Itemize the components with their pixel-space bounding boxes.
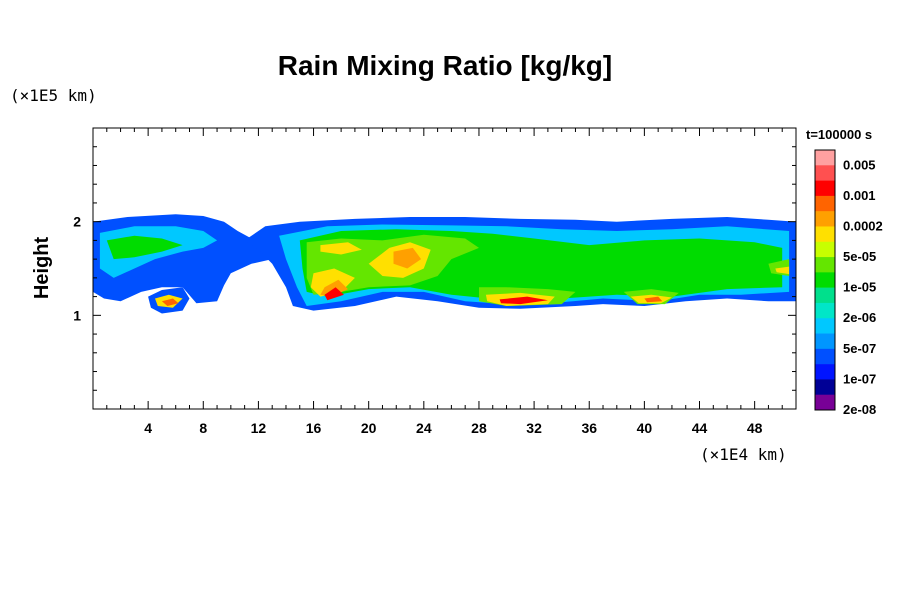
colorbar-label: 2e-08 xyxy=(843,402,876,417)
colorbar-swatch xyxy=(815,211,835,227)
colorbar-label: 0.005 xyxy=(843,157,876,172)
y-axis-label: Height xyxy=(31,237,53,300)
contour-region-6 xyxy=(106,235,183,260)
x-tick-label: 4 xyxy=(144,420,152,436)
colorbar-swatch xyxy=(815,394,835,411)
plot-area: 4 8 12 16 20 24 28 32 36 40 44 48 12 xyxy=(73,127,797,436)
contour-region-16 xyxy=(775,266,790,275)
colorbar-label: 5e-07 xyxy=(843,341,876,356)
y-tick-label: 2 xyxy=(73,214,81,230)
colorbar-frame xyxy=(814,149,836,411)
plot-frame xyxy=(92,127,797,410)
y-tick-label: 1 xyxy=(73,307,81,323)
contour-region-13 xyxy=(310,268,355,297)
contour-fill-group xyxy=(93,214,797,314)
time-label: t=100000 s xyxy=(806,127,872,142)
colorbar-swatch xyxy=(815,364,835,380)
colorbar-swatch xyxy=(815,302,835,319)
x-tick-label: 48 xyxy=(747,420,763,436)
colorbar-label: 2e-06 xyxy=(843,310,876,325)
colorbar-label: 0.0002 xyxy=(843,218,883,233)
contour-region-23 xyxy=(161,298,179,306)
x-tick-label: 12 xyxy=(251,420,267,436)
contour-region-19 xyxy=(324,287,344,301)
colorbar-swatch xyxy=(815,287,835,304)
x-unit-label: (×1E4 km) xyxy=(700,445,787,464)
colorbar-label: 5e-05 xyxy=(843,249,876,264)
x-axis: 4 8 12 16 20 24 28 32 36 40 44 48 xyxy=(106,128,783,436)
colorbar-swatch xyxy=(815,195,835,212)
x-tick-label: 40 xyxy=(637,420,653,436)
colorbar-swatch xyxy=(815,180,835,197)
x-tick-label: 28 xyxy=(471,420,487,436)
contour-region-20 xyxy=(499,296,548,305)
colorbar-label: 1e-07 xyxy=(843,371,876,386)
colorbar-swatch xyxy=(815,333,835,350)
x-tick-label: 20 xyxy=(361,420,377,436)
colorbar-label: 0.001 xyxy=(843,188,876,203)
colorbar-swatch xyxy=(815,318,835,334)
colorbar-label: 1e-05 xyxy=(843,280,876,295)
colorbar-swatch xyxy=(815,226,835,243)
contour-region-21 xyxy=(644,296,663,303)
x-tick-label: 8 xyxy=(199,420,207,436)
x-tick-label: 16 xyxy=(306,420,322,436)
contour-region-17 xyxy=(393,247,422,269)
y-unit-label: (×1E5 km) xyxy=(10,86,97,105)
contour-region-18 xyxy=(320,279,348,297)
colorbar-swatch xyxy=(815,165,835,181)
colorbar-swatch xyxy=(815,241,835,258)
colorbar-swatch xyxy=(815,272,835,288)
x-tick-label: 24 xyxy=(416,420,432,436)
colorbar-swatch xyxy=(815,150,835,166)
y-axis: 12 xyxy=(73,146,796,391)
x-tick-label: 36 xyxy=(581,420,597,436)
contour-region-11 xyxy=(320,242,362,255)
x-tick-label: 32 xyxy=(526,420,542,436)
colorbar-swatch xyxy=(815,379,835,396)
x-tick-label: 44 xyxy=(692,420,708,436)
chart-title: Rain Mixing Ratio [kg/kg] xyxy=(278,50,612,81)
colorbar-swatch xyxy=(815,348,835,365)
colorbar-swatch xyxy=(815,257,835,273)
colorbar: 0.005 0.001 0.0002 5e-05 1e-05 2e-06 5e-07 1e-0… xyxy=(814,149,883,417)
